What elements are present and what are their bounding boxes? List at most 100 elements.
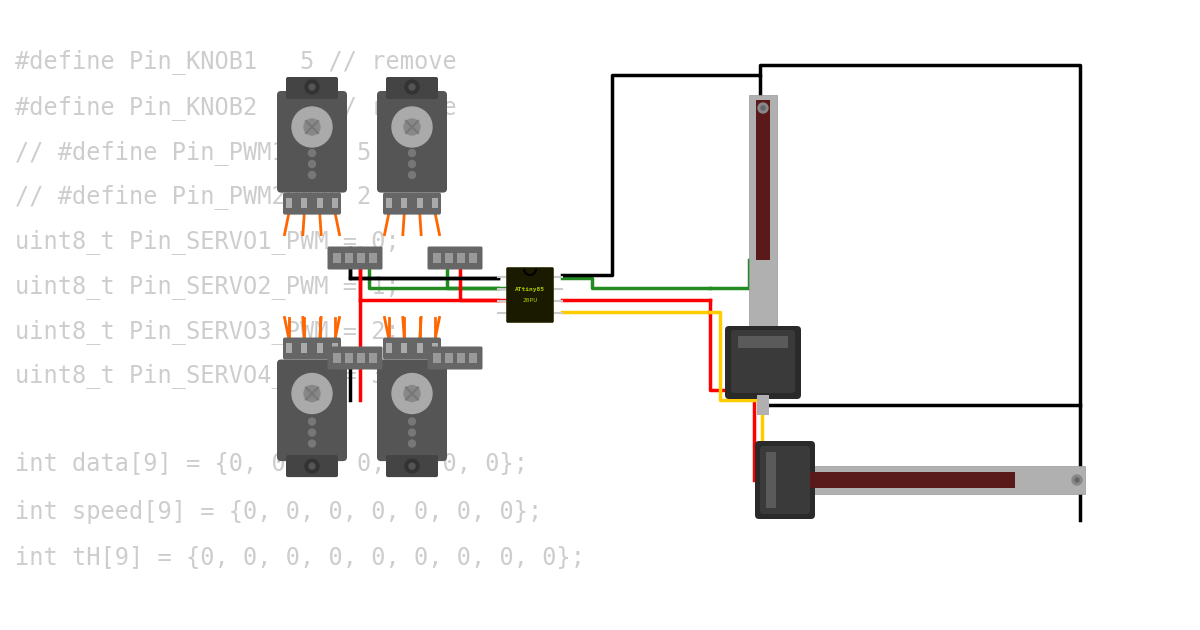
FancyBboxPatch shape [427,246,482,270]
FancyBboxPatch shape [731,330,796,393]
Bar [386,198,392,208]
FancyBboxPatch shape [277,360,347,461]
Circle shape [408,171,415,178]
Bar [749,95,778,355]
Bar [416,343,422,353]
Bar [469,353,478,363]
FancyBboxPatch shape [386,455,438,477]
Circle shape [308,149,316,156]
Text: uint8_t Pin_SERVO1_PWM = 0;: uint8_t Pin_SERVO1_PWM = 0; [14,229,400,255]
Circle shape [392,374,432,413]
Text: 20PU: 20PU [522,299,538,304]
FancyBboxPatch shape [283,193,341,215]
Bar [457,253,466,263]
Bar [757,395,769,415]
Text: // #define Pin_PWM1Read 5: // #define Pin_PWM1Read 5 [14,140,371,166]
FancyBboxPatch shape [738,336,788,348]
Circle shape [408,149,415,156]
Circle shape [310,84,314,90]
Bar [445,253,454,263]
Circle shape [304,386,320,401]
Circle shape [406,80,419,94]
Bar [334,253,341,263]
FancyBboxPatch shape [286,77,338,99]
Circle shape [292,374,332,413]
Bar [317,343,323,353]
Circle shape [1072,475,1082,485]
Text: uint8_t Pin_SERVO2_PWM = 1;: uint8_t Pin_SERVO2_PWM = 1; [14,275,400,299]
Text: uint8_t Pin_SERVO3_PWM = 2;: uint8_t Pin_SERVO3_PWM = 2; [14,319,400,345]
FancyBboxPatch shape [755,441,815,519]
Bar [433,353,442,363]
FancyBboxPatch shape [286,455,338,477]
Circle shape [292,107,332,147]
Bar [785,466,1085,494]
FancyBboxPatch shape [383,193,442,215]
Circle shape [1075,478,1079,482]
Circle shape [408,418,415,425]
Circle shape [308,440,316,447]
FancyBboxPatch shape [383,338,442,360]
Text: ATtiny85: ATtiny85 [515,287,545,292]
Bar [370,253,377,263]
FancyBboxPatch shape [328,246,383,270]
Text: #define Pin_KNOB2   2 // remove: #define Pin_KNOB2 2 // remove [14,96,457,120]
Bar [346,253,353,263]
FancyBboxPatch shape [760,446,810,514]
Bar [301,198,307,208]
FancyBboxPatch shape [506,268,553,323]
Text: #define Pin_KNOB1   5 // remove: #define Pin_KNOB1 5 // remove [14,50,457,74]
Bar [457,353,466,363]
Bar [346,353,353,363]
Circle shape [308,418,316,425]
Bar [401,343,407,353]
Bar [358,253,365,263]
FancyBboxPatch shape [328,346,383,370]
Bar [432,198,438,208]
FancyBboxPatch shape [377,91,446,193]
Circle shape [305,459,319,473]
Bar [432,343,438,353]
Bar [401,198,407,208]
Circle shape [304,119,320,135]
Bar [796,472,1015,488]
Circle shape [408,429,415,436]
Text: // #define Pin_PWM2Read 2: // #define Pin_PWM2Read 2 [14,185,371,210]
Text: int speed[9] = {0, 0, 0, 0, 0, 0, 0};: int speed[9] = {0, 0, 0, 0, 0, 0, 0}; [14,500,542,524]
Circle shape [308,429,316,436]
Circle shape [758,103,768,113]
Bar [469,253,478,263]
FancyBboxPatch shape [427,346,482,370]
Circle shape [308,171,316,178]
Bar [332,343,338,353]
Bar [445,353,454,363]
Bar [756,100,770,260]
Circle shape [305,80,319,94]
Bar [301,343,307,353]
FancyBboxPatch shape [277,91,347,193]
Bar [286,343,292,353]
FancyBboxPatch shape [377,360,446,461]
FancyBboxPatch shape [725,326,802,399]
Circle shape [404,386,420,401]
FancyBboxPatch shape [283,338,341,360]
Bar [334,353,341,363]
Bar [332,198,338,208]
FancyBboxPatch shape [386,77,438,99]
Circle shape [408,440,415,447]
Bar [317,198,323,208]
Circle shape [404,119,420,135]
Circle shape [406,459,419,473]
Bar [386,343,392,353]
Circle shape [392,107,432,147]
FancyBboxPatch shape [766,452,776,508]
Bar [286,198,292,208]
Text: int tH[9] = {0, 0, 0, 0, 0, 0, 0, 0, 0};: int tH[9] = {0, 0, 0, 0, 0, 0, 0, 0, 0}; [14,546,586,570]
Circle shape [409,463,415,469]
Circle shape [408,161,415,168]
Bar [358,353,365,363]
Text: int data[9] = {0, 0, 0, 0, 0, 0, 0};: int data[9] = {0, 0, 0, 0, 0, 0, 0}; [14,452,528,476]
Bar [416,198,422,208]
Bar [433,253,442,263]
Circle shape [761,106,766,110]
